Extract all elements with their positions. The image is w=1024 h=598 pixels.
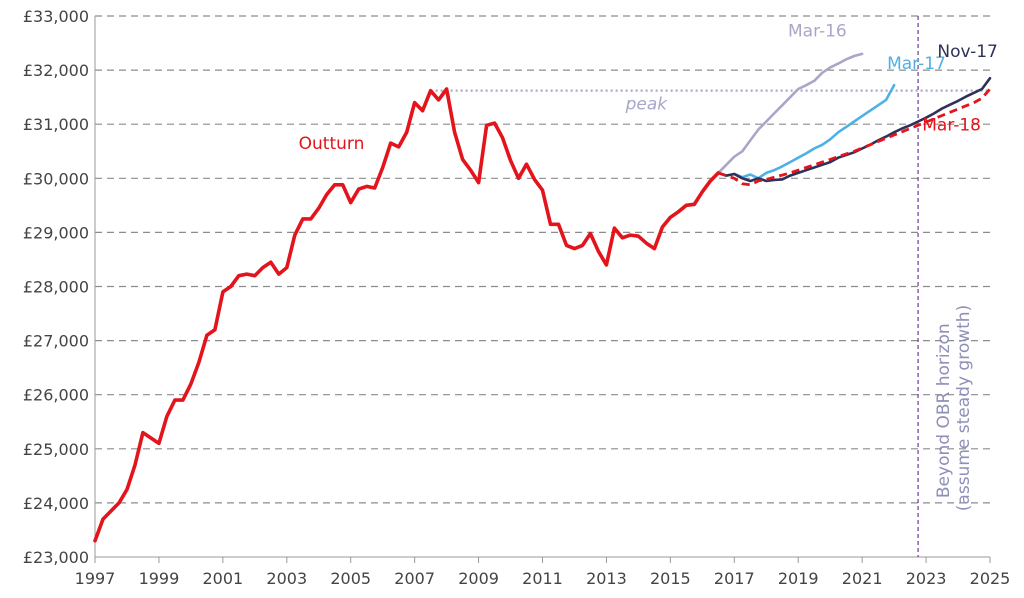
horizon-label-line2: (assume steady growth) <box>954 305 974 511</box>
y-tick-label: £30,000 <box>23 169 89 188</box>
series-line-mar-16 <box>693 52 864 207</box>
x-tick-label: 2007 <box>394 569 435 588</box>
y-tick-label: £25,000 <box>23 440 89 459</box>
x-tick-label: 2015 <box>650 569 691 588</box>
x-tick-label: 2017 <box>714 569 755 588</box>
y-tick-label: £24,000 <box>23 494 89 513</box>
series-line-mar-17 <box>717 83 896 180</box>
x-tick-label: 2003 <box>266 569 307 588</box>
x-tick-label: 2011 <box>522 569 563 588</box>
gridlines <box>95 15 990 504</box>
x-axis-tick-labels: 1997 1999 2001 2003 2005 2007 2009 2011 2013 2015… <box>75 569 1011 588</box>
y-axis-tick-labels: £23,000 £24,000 £25,000 £26,000 £27,000 £28,0… <box>23 7 89 567</box>
y-tick-label: £33,000 <box>23 7 89 26</box>
x-tick-label: 2009 <box>458 569 499 588</box>
horizon-label: Beyond OBR horizon (assume steady growth… <box>934 305 974 511</box>
x-tick-label: 2021 <box>842 569 883 588</box>
x-tick-label: 2025 <box>970 569 1011 588</box>
series-label: Mar-18 <box>922 116 981 136</box>
series-label: Nov-17 <box>937 42 998 62</box>
x-tick-label: 2001 <box>202 569 243 588</box>
x-tick-label: 2013 <box>586 569 627 588</box>
x-axis-tick-marks <box>94 557 991 563</box>
x-tick-label: 1997 <box>75 569 116 588</box>
series-label: Mar-16 <box>788 22 847 42</box>
x-tick-label: 1999 <box>139 569 180 588</box>
series-layer <box>93 52 992 543</box>
peak-label: peak <box>625 95 669 115</box>
y-tick-label: £28,000 <box>23 278 89 297</box>
y-tick-label: £26,000 <box>23 386 89 405</box>
y-tick-label: £31,000 <box>23 115 89 134</box>
series-line-outturn <box>93 87 721 543</box>
y-tick-label: £32,000 <box>23 61 89 80</box>
series-line-mar-18 <box>717 88 992 187</box>
y-tick-label: £27,000 <box>23 332 89 351</box>
series-label: Outturn <box>299 134 365 154</box>
y-tick-label: £29,000 <box>23 223 89 242</box>
x-tick-label: 2005 <box>330 569 371 588</box>
horizon-label-line1: Beyond OBR horizon <box>934 323 954 498</box>
series-label: Mar-17 <box>887 54 946 74</box>
x-tick-label: 2019 <box>778 569 819 588</box>
y-tick-label: £23,000 <box>23 548 89 567</box>
x-tick-label: 2023 <box>906 569 947 588</box>
